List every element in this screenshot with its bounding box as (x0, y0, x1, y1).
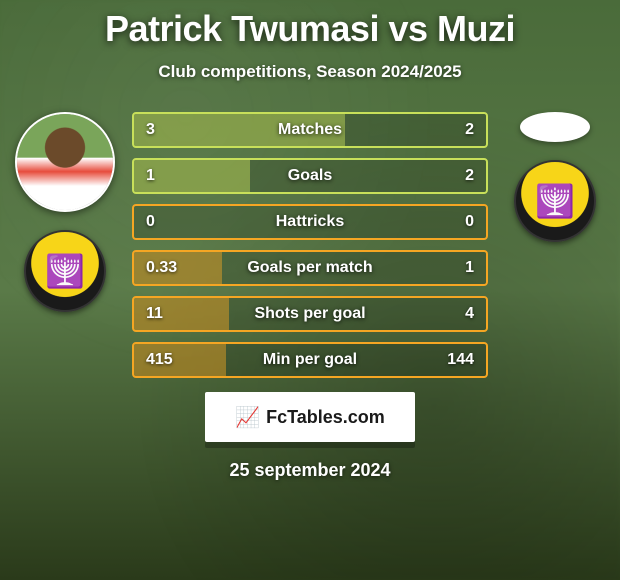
stat-row: 415Min per goal144 (132, 342, 488, 378)
stat-right-value: 2 (416, 167, 486, 185)
stat-left-value: 3 (134, 121, 204, 139)
chart-icon: 📈 (235, 405, 260, 430)
player-right-club-badge: 🕎 (514, 160, 596, 242)
stat-row: 1Goals2 (132, 158, 488, 194)
site-badge: 📈 FcTables.com (205, 392, 415, 442)
stat-label: Matches (204, 121, 416, 139)
player-left-club-badge: 🕎 (24, 230, 106, 312)
stat-label: Goals (204, 167, 416, 185)
stat-label: Shots per goal (204, 305, 416, 323)
menorah-icon: 🕎 (45, 255, 85, 287)
player-right-column: 🕎 (500, 112, 610, 242)
player-left-column: 🕎 (10, 112, 120, 312)
player-left-avatar (15, 112, 115, 212)
stat-left-value: 11 (134, 305, 204, 323)
player-face-graphic (17, 114, 113, 210)
player-right-avatar (520, 112, 590, 142)
stat-label: Hattricks (204, 213, 416, 231)
stat-row: 0.33Goals per match1 (132, 250, 488, 286)
menorah-icon: 🕎 (535, 185, 575, 217)
site-name: FcTables.com (266, 407, 385, 428)
stat-row: 11Shots per goal4 (132, 296, 488, 332)
stat-left-value: 1 (134, 167, 204, 185)
stat-left-value: 0.33 (134, 259, 204, 277)
stat-row: 0Hattricks0 (132, 204, 488, 240)
stat-label: Goals per match (204, 259, 416, 277)
date-line: 25 september 2024 (10, 460, 610, 481)
stat-row: 3Matches2 (132, 112, 488, 148)
stat-left-value: 415 (134, 351, 204, 369)
comparison-grid: 🕎 3Matches21Goals20Hattricks00.33Goals p… (10, 112, 610, 378)
stat-right-value: 144 (416, 351, 486, 369)
stats-column: 3Matches21Goals20Hattricks00.33Goals per… (132, 112, 488, 378)
page-title: Patrick Twumasi vs Muzi (10, 8, 610, 50)
stat-right-value: 4 (416, 305, 486, 323)
stat-right-value: 1 (416, 259, 486, 277)
stat-label: Min per goal (204, 351, 416, 369)
stat-left-value: 0 (134, 213, 204, 231)
stat-right-value: 0 (416, 213, 486, 231)
page-subtitle: Club competitions, Season 2024/2025 (10, 62, 610, 82)
stat-right-value: 2 (416, 121, 486, 139)
